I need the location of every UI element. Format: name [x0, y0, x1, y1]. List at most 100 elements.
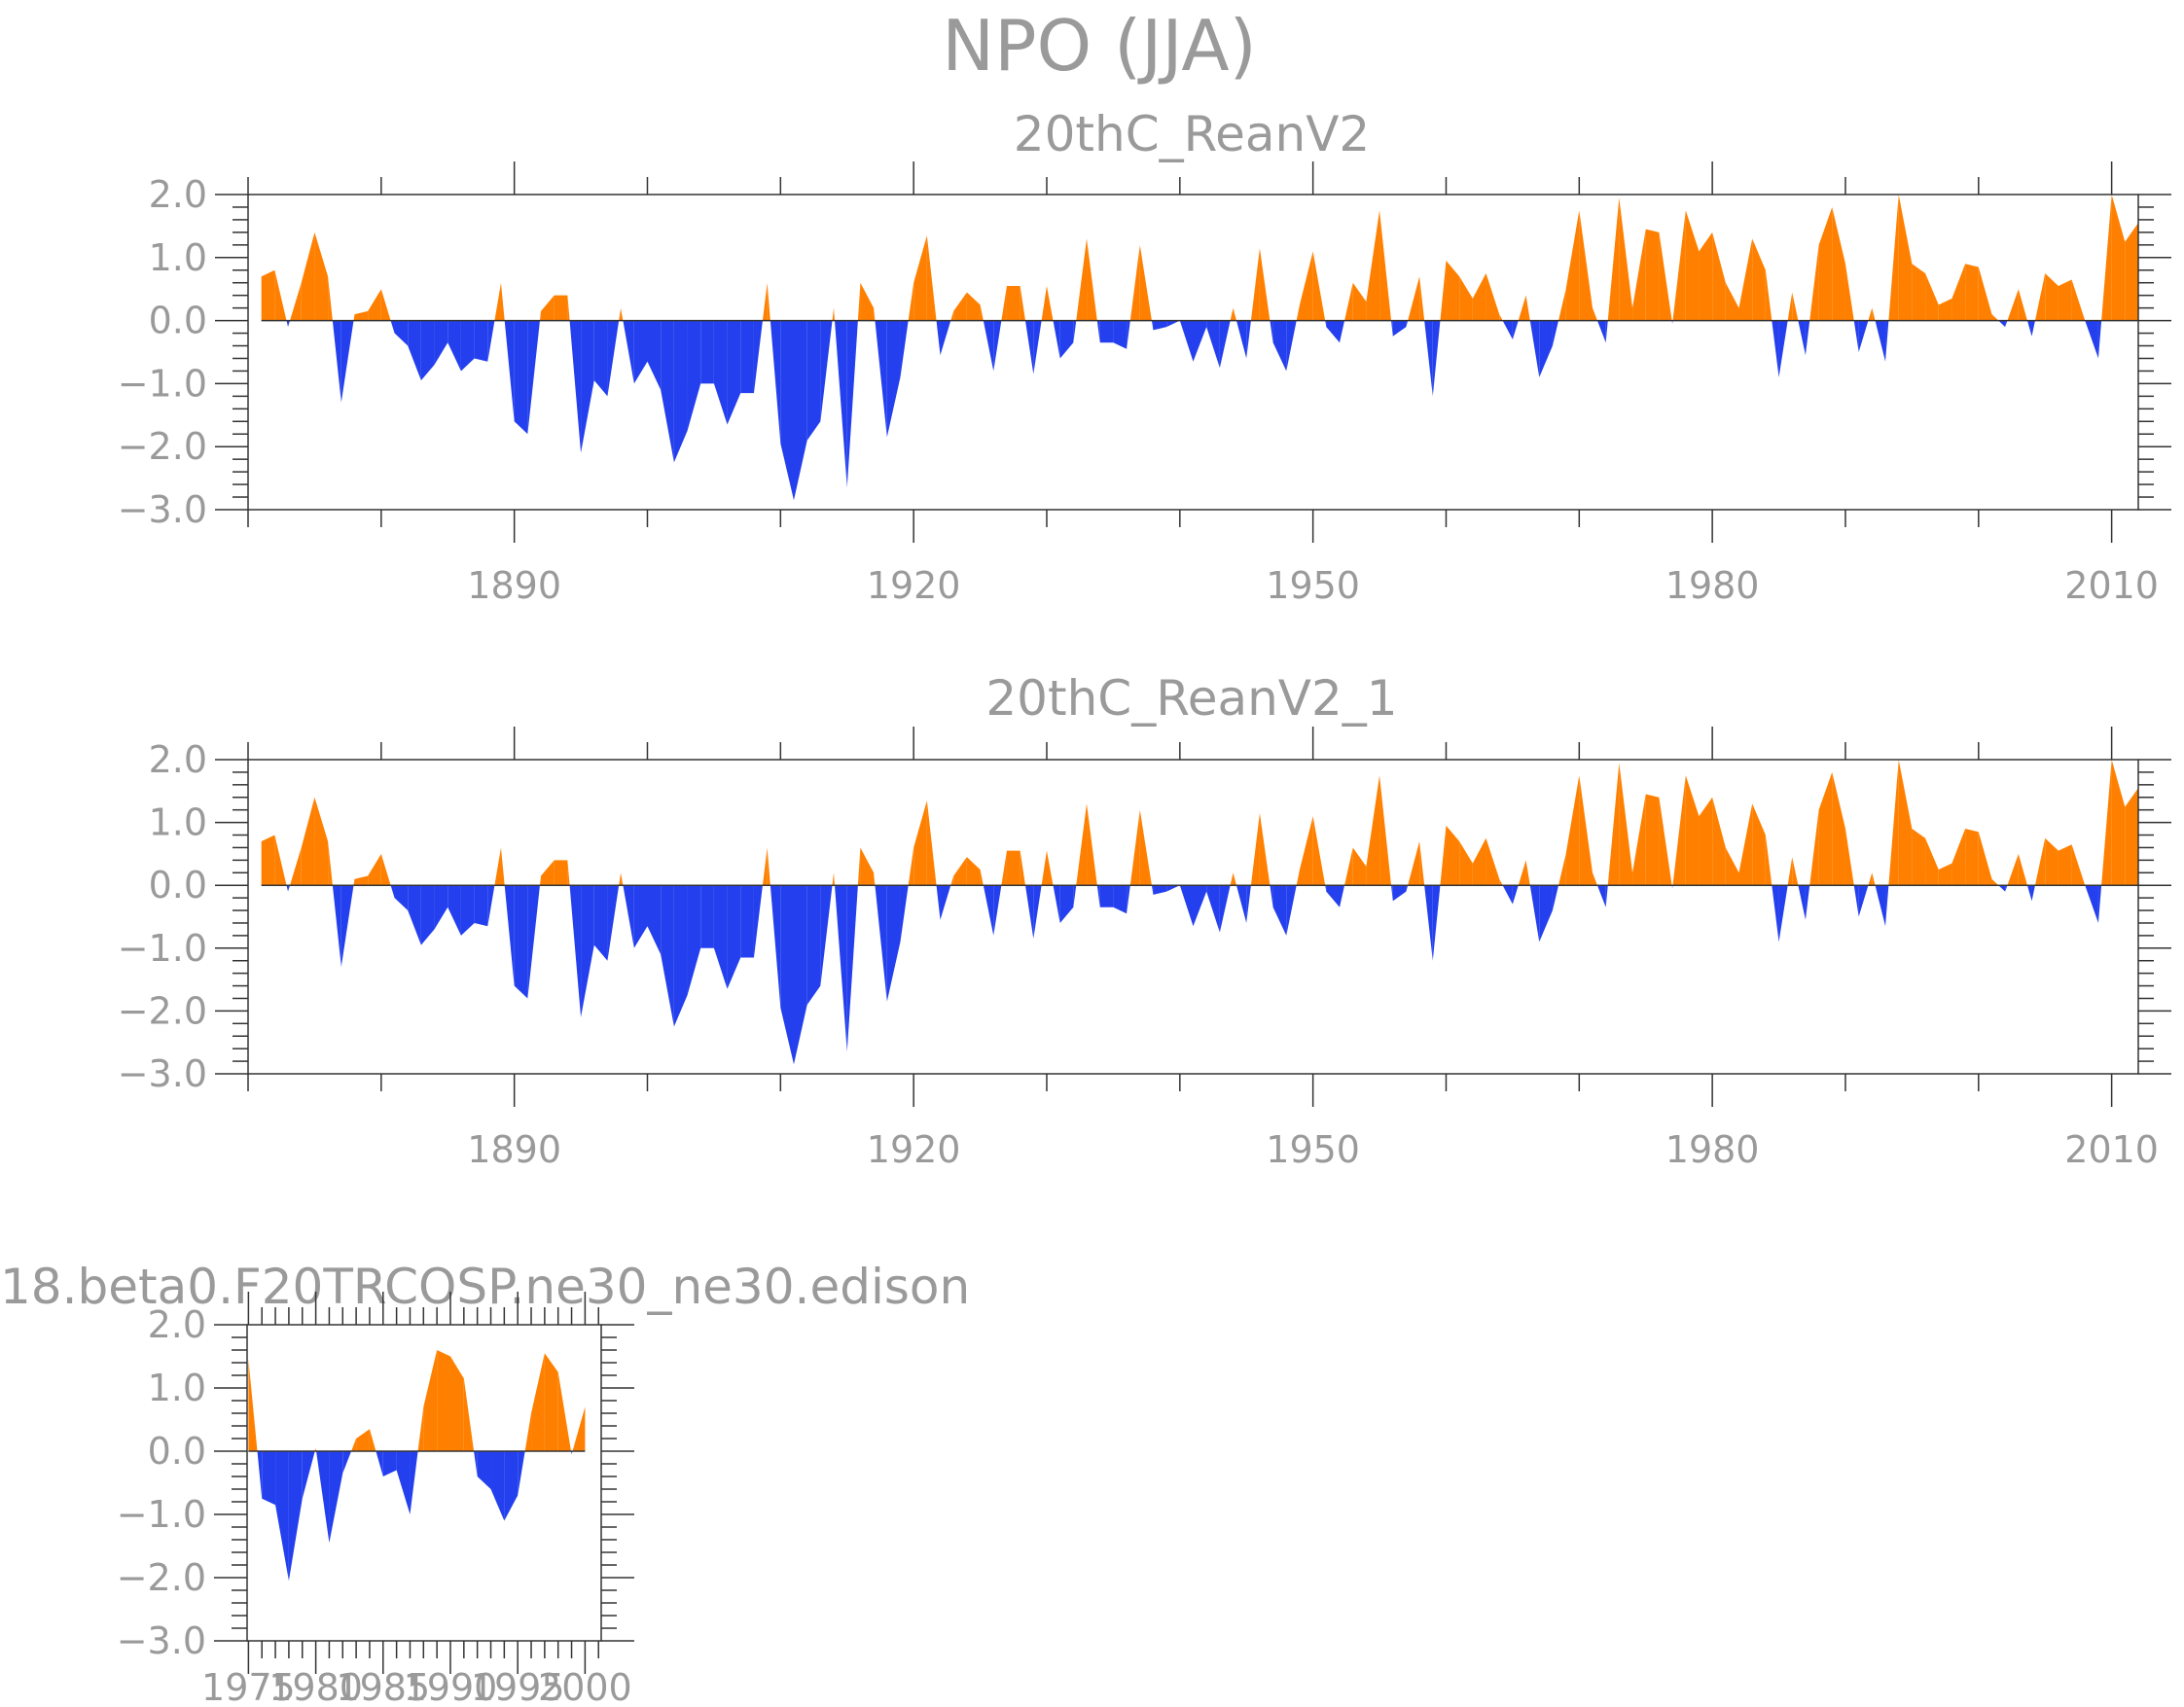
positive-anomaly-area	[351, 1439, 357, 1451]
negative-anomaly-area	[593, 320, 608, 397]
positive-anomaly-area	[1699, 231, 1713, 321]
positive-anomaly-area	[368, 289, 381, 321]
negative-anomaly-area	[1326, 885, 1341, 907]
positive-anomaly-area	[2071, 279, 2086, 321]
negative-anomaly-area	[1059, 885, 1074, 923]
negative-anomaly-area	[1219, 320, 1231, 369]
negative-anomaly-area	[571, 1451, 573, 1455]
panel-edison: 18.beta0.F20TRCOSP.ne30_ne30.edison 2.0 1…	[0, 1259, 970, 1707]
negative-anomaly-area	[770, 885, 781, 1009]
positive-anomaly-area	[1233, 872, 1236, 886]
positive-anomaly-area	[1809, 244, 1819, 321]
negative-anomaly-area	[1206, 885, 1220, 933]
positive-anomaly-area	[2018, 853, 2027, 886]
negative-anomaly-area	[487, 320, 495, 362]
positive-anomaly-area	[1366, 210, 1380, 321]
positive-anomaly-area	[1978, 832, 1992, 886]
positive-anomaly-area	[1579, 775, 1593, 886]
x-tick-label: 1950	[1266, 564, 1360, 607]
positive-anomaly-area	[417, 1406, 424, 1451]
negative-anomaly-area	[1552, 320, 1559, 346]
negative-anomaly-area	[396, 1451, 411, 1514]
positive-anomaly-area	[1020, 850, 1025, 886]
negative-anomaly-area	[1805, 320, 1810, 356]
negative-anomaly-area	[835, 320, 847, 488]
negative-anomaly-area	[262, 1451, 276, 1506]
positive-anomaly-area	[619, 872, 622, 886]
negative-anomaly-area	[875, 885, 887, 1002]
negative-anomaly-area	[1392, 320, 1407, 337]
positive-anomaly-area	[1938, 863, 1952, 886]
negative-anomaly-area	[1858, 885, 1869, 917]
positive-anomaly-area	[1076, 238, 1088, 321]
panel-title: 20thC_ReanV2	[1014, 106, 1370, 162]
x-tick-label: 1950	[1266, 1128, 1360, 1171]
negative-anomaly-area	[1113, 320, 1128, 349]
positive-anomaly-area	[1888, 195, 1899, 321]
negative-anomaly-area	[1326, 320, 1341, 343]
negative-anomaly-area	[846, 885, 858, 1052]
negative-anomaly-area	[607, 320, 620, 397]
positive-anomaly-area	[926, 235, 937, 321]
positive-anomaly-area	[1312, 816, 1326, 886]
negative-anomaly-area	[1179, 885, 1194, 927]
positive-anomaly-area	[1844, 829, 1854, 886]
positive-anomaly-area	[1712, 797, 1726, 886]
negative-anomaly-area	[2085, 885, 2098, 923]
y-tick-label: 0.0	[149, 300, 207, 342]
negative-anomaly-area	[1406, 320, 1409, 328]
positive-anomaly-area	[356, 1429, 370, 1451]
positive-anomaly-area	[1299, 816, 1313, 886]
negative-anomaly-area	[2085, 320, 2098, 359]
positive-anomaly-area	[1991, 878, 1999, 886]
positive-anomaly-area	[1312, 251, 1326, 321]
positive-anomaly-area	[874, 307, 876, 321]
positive-anomaly-area	[2007, 853, 2019, 886]
y-tick-label: −3.0	[117, 1619, 206, 1662]
positive-anomaly-area	[1844, 264, 1854, 321]
negative-anomaly-area	[1286, 320, 1297, 372]
positive-anomaly-area	[1472, 273, 1486, 321]
negative-anomaly-area	[1193, 320, 1207, 362]
positive-anomaly-area	[248, 1359, 258, 1451]
positive-anomaly-area	[290, 847, 302, 886]
negative-anomaly-area	[1798, 885, 1806, 920]
positive-anomaly-area	[1379, 210, 1392, 321]
negative-anomaly-area	[581, 885, 594, 1017]
positive-anomaly-area	[2034, 273, 2046, 321]
positive-anomaly-area	[1607, 763, 1620, 886]
negative-anomaly-area	[474, 320, 488, 362]
positive-anomaly-area	[1725, 282, 1739, 321]
negative-anomaly-area	[288, 320, 291, 328]
negative-anomaly-area	[1270, 885, 1273, 907]
positive-anomaly-area	[1765, 269, 1772, 321]
y-tick-label: 0.0	[148, 1430, 206, 1473]
negative-anomaly-area	[1246, 885, 1251, 923]
positive-anomaly-area	[557, 1371, 572, 1451]
negative-anomaly-area	[661, 885, 674, 1027]
positive-anomaly-area	[328, 276, 333, 321]
negative-anomaly-area	[408, 320, 421, 381]
y-tick-label: 1.0	[149, 801, 207, 844]
positive-anomaly-area	[567, 860, 570, 886]
x-tick-label: 1985	[336, 1666, 430, 1707]
positive-anomaly-area	[1006, 850, 1020, 886]
positive-anomaly-area	[2111, 195, 2126, 321]
negative-anomaly-area	[713, 885, 728, 989]
negative-anomaly-area	[820, 885, 833, 986]
positive-anomaly-area	[832, 307, 835, 321]
positive-anomaly-area	[1499, 314, 1503, 321]
positive-anomaly-area	[2034, 837, 2046, 886]
positive-anomaly-area	[1632, 794, 1646, 886]
negative-anomaly-area	[1073, 320, 1077, 343]
positive-anomaly-area	[1486, 837, 1500, 886]
negative-anomaly-area	[806, 885, 821, 1005]
positive-anomaly-area	[539, 310, 542, 321]
negative-anomaly-area	[1512, 885, 1519, 905]
negative-anomaly-area	[1166, 885, 1180, 892]
positive-anomaly-area	[621, 872, 624, 886]
positive-anomaly-area	[619, 307, 622, 321]
positive-anomaly-area	[860, 282, 875, 321]
negative-anomaly-area	[1539, 320, 1553, 377]
positive-anomaly-area	[1379, 775, 1392, 886]
